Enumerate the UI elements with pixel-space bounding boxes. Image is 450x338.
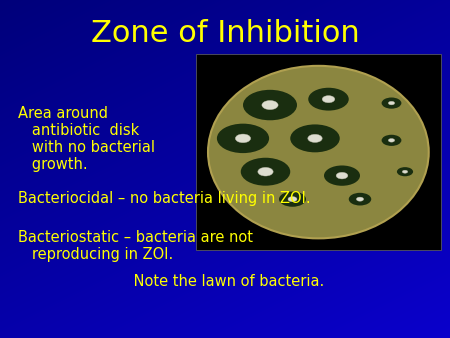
- Ellipse shape: [324, 166, 360, 186]
- Text: Zone of Inhibition: Zone of Inhibition: [90, 19, 360, 48]
- Ellipse shape: [308, 134, 322, 142]
- Ellipse shape: [382, 135, 401, 146]
- Ellipse shape: [288, 197, 297, 202]
- Ellipse shape: [356, 197, 364, 201]
- Text: reproducing in ZOI.: reproducing in ZOI.: [18, 247, 173, 262]
- Ellipse shape: [243, 90, 297, 120]
- Ellipse shape: [388, 101, 395, 105]
- Ellipse shape: [208, 66, 429, 238]
- Ellipse shape: [308, 88, 349, 111]
- Text: Area around: Area around: [18, 106, 108, 121]
- Text: Bacteriostatic – bacteria are not: Bacteriostatic – bacteria are not: [18, 230, 253, 245]
- Text: Note the lawn of bacteria.: Note the lawn of bacteria.: [18, 274, 324, 289]
- Bar: [196, 54, 441, 250]
- Ellipse shape: [388, 139, 395, 142]
- Ellipse shape: [241, 158, 290, 186]
- Ellipse shape: [322, 96, 335, 103]
- Ellipse shape: [235, 134, 251, 143]
- Text: Bacteriocidal – no bacteria living in ZOI.: Bacteriocidal – no bacteria living in ZO…: [18, 191, 310, 206]
- Ellipse shape: [336, 172, 348, 179]
- Ellipse shape: [217, 124, 269, 153]
- Ellipse shape: [382, 97, 401, 109]
- Ellipse shape: [279, 192, 306, 207]
- Text: antibiotic  disk: antibiotic disk: [18, 123, 139, 138]
- Text: with no bacterial: with no bacterial: [18, 140, 155, 155]
- Ellipse shape: [258, 167, 273, 176]
- Ellipse shape: [402, 170, 408, 173]
- Ellipse shape: [290, 124, 340, 152]
- Text: growth.: growth.: [18, 157, 88, 172]
- Ellipse shape: [349, 193, 371, 206]
- Ellipse shape: [397, 167, 413, 176]
- Ellipse shape: [262, 100, 278, 110]
